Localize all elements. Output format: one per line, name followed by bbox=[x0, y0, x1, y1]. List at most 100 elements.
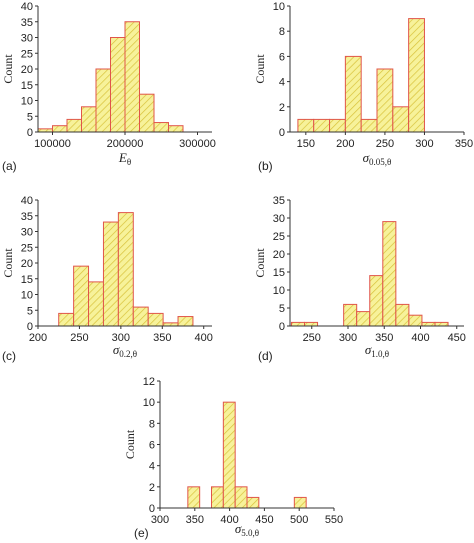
histogram-bar bbox=[52, 125, 68, 133]
x-tick-label: 400 bbox=[411, 332, 429, 344]
x-tick-label: 200 bbox=[336, 138, 354, 150]
y-axis-label: Count bbox=[123, 429, 137, 459]
histogram-panel-5: 0 2 4 6 8 10 12 300 350 400 450 500 550 Count σ5.0,θ (e… bbox=[123, 376, 343, 540]
x-tick-label: 550 bbox=[325, 514, 343, 526]
y-tick-label: 10 bbox=[273, 1, 285, 13]
x-tick-label: 300 bbox=[415, 138, 433, 150]
histogram-bar bbox=[369, 275, 384, 327]
histogram-panel-2: 0 2 4 6 8 10 150 200 250 300 350 Count σ0.05,θ (b) bbox=[253, 1, 473, 173]
histogram-bar bbox=[58, 312, 75, 327]
y-tick-label: 0 bbox=[279, 321, 285, 333]
panel-label: (e) bbox=[134, 526, 149, 540]
y-tick-label: 4 bbox=[279, 77, 285, 89]
y-tick-label: 12 bbox=[143, 376, 155, 388]
histogram-bar bbox=[290, 321, 306, 327]
y-tick-label: 20 bbox=[273, 249, 285, 261]
histogram-bar bbox=[147, 312, 164, 327]
histogram-bar bbox=[66, 118, 82, 133]
x-tick-label: 450 bbox=[255, 514, 273, 526]
y-tick-label: 2 bbox=[149, 482, 155, 494]
panel-label: (b) bbox=[258, 159, 273, 173]
x-tick-label: 450 bbox=[448, 332, 466, 344]
x-tick-label: 250 bbox=[70, 332, 88, 344]
histogram-bar bbox=[408, 18, 425, 133]
histogram-bar bbox=[222, 401, 236, 509]
x-tick-label: 400 bbox=[195, 332, 213, 344]
panel-label: (d) bbox=[258, 349, 273, 363]
y-tick-label: 20 bbox=[21, 64, 33, 76]
y-tick-label: 10 bbox=[21, 96, 33, 108]
y-tick-label: 4 bbox=[149, 461, 155, 473]
x-axis-label: Eθ bbox=[118, 150, 131, 167]
x-tick-label: 350 bbox=[455, 138, 473, 150]
y-axis-label: Count bbox=[253, 54, 267, 84]
x-tick-label: 350 bbox=[153, 332, 171, 344]
x-tick-label: 150 bbox=[297, 138, 315, 150]
y-tick-label: 20 bbox=[21, 258, 33, 270]
y-tick-label: 35 bbox=[21, 17, 33, 29]
x-axis-label: σ5.0,θ bbox=[235, 521, 259, 538]
y-tick-label: 10 bbox=[21, 290, 33, 302]
y-tick-label: 0 bbox=[279, 127, 285, 139]
y-tick-label: 5 bbox=[279, 303, 285, 315]
y-tick-label: 35 bbox=[21, 211, 33, 223]
y-tick-label: 2 bbox=[279, 102, 285, 114]
histogram-bar bbox=[293, 496, 307, 509]
histogram-bar bbox=[153, 122, 169, 133]
y-tick-label: 15 bbox=[273, 267, 285, 279]
x-tick-label: 300000 bbox=[179, 138, 216, 150]
y-tick-label: 25 bbox=[21, 242, 33, 254]
x-tick-label: 350 bbox=[186, 514, 204, 526]
histogram-panel-3: 0 5 10 15 20 25 30 35 40 200 250 300 350 400 Count σ0.2… bbox=[1, 195, 213, 363]
histogram-bar bbox=[187, 486, 201, 509]
y-tick-label: 30 bbox=[21, 33, 33, 45]
histogram-bar bbox=[408, 314, 423, 327]
y-tick-label: 15 bbox=[21, 80, 33, 92]
x-tick-label: 200 bbox=[29, 332, 47, 344]
histogram-bar bbox=[234, 486, 248, 509]
histogram-bar bbox=[132, 306, 149, 327]
y-tick-label: 0 bbox=[149, 503, 155, 515]
y-axis-label: Count bbox=[1, 248, 15, 278]
y-tick-label: 8 bbox=[149, 418, 155, 430]
histogram-bar bbox=[124, 21, 140, 133]
y-tick-label: 30 bbox=[21, 227, 33, 239]
y-tick-label: 10 bbox=[273, 285, 285, 297]
histogram-panel-4: 0 5 10 15 20 25 30 35 250 300 350 400 450 Count σ1.0,θ… bbox=[253, 195, 466, 363]
histogram-bar bbox=[88, 281, 104, 327]
histogram-bar bbox=[102, 221, 119, 327]
x-tick-label: 100000 bbox=[34, 138, 71, 150]
histogram-bar bbox=[73, 265, 90, 327]
histogram-bar bbox=[117, 212, 134, 327]
y-tick-label: 6 bbox=[149, 440, 155, 452]
y-tick-label: 0 bbox=[27, 321, 33, 333]
histogram-bar bbox=[356, 311, 371, 327]
histogram-bar bbox=[421, 321, 436, 327]
histogram-panel-1: 0 5 10 15 20 25 30 35 40 100000 200000 300000 Count E… bbox=[1, 1, 216, 173]
y-tick-label: 40 bbox=[21, 1, 33, 13]
y-tick-label: 30 bbox=[273, 213, 285, 225]
x-tick-label: 300 bbox=[151, 514, 169, 526]
histogram-bar bbox=[110, 37, 126, 133]
histogram-bar bbox=[395, 303, 410, 327]
panel-label: (a) bbox=[2, 159, 17, 173]
histogram-bar bbox=[297, 118, 315, 133]
y-tick-label: 5 bbox=[27, 305, 33, 317]
x-tick-label: 500 bbox=[290, 514, 308, 526]
y-tick-label: 6 bbox=[279, 51, 285, 63]
x-tick-label: 250 bbox=[376, 138, 394, 150]
histogram-bar bbox=[434, 321, 449, 327]
histogram-bar bbox=[304, 321, 319, 327]
histogram-bar bbox=[382, 221, 397, 327]
histogram-bar bbox=[376, 68, 394, 133]
y-tick-label: 35 bbox=[273, 195, 285, 207]
histogram-bar bbox=[177, 316, 194, 327]
histogram-bar bbox=[211, 486, 224, 509]
x-tick-label: 350 bbox=[375, 332, 393, 344]
x-tick-label: 250 bbox=[303, 332, 321, 344]
histogram-bar bbox=[81, 106, 97, 133]
histogram-bar bbox=[246, 496, 260, 509]
y-tick-label: 0 bbox=[27, 127, 33, 139]
y-tick-label: 8 bbox=[279, 26, 285, 38]
